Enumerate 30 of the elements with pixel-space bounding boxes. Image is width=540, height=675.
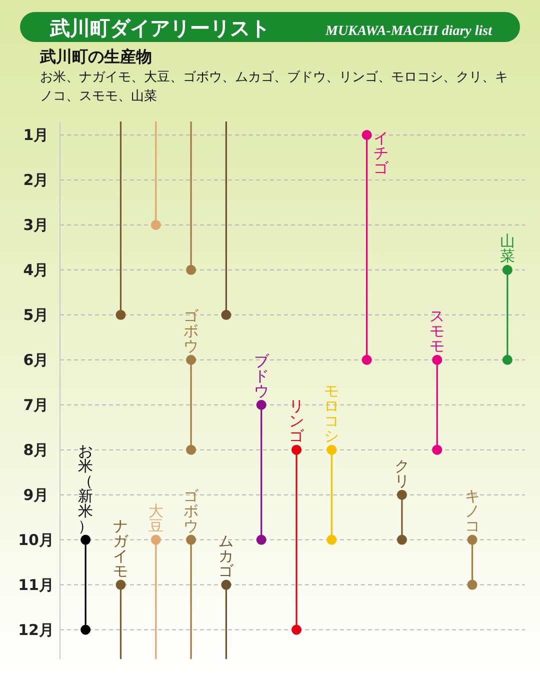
y-tick-label: 8月 (23, 440, 49, 459)
y-tick-label: 10月 (18, 530, 54, 549)
y-tick-label: 5月 (23, 306, 49, 324)
chart-subtitle: MUKAWA-MACHI diary list (324, 24, 494, 39)
y-tick-label: 4月 (23, 260, 49, 279)
y-tick-label: 7月 (23, 396, 49, 414)
y-tick-label: 12月 (18, 620, 54, 639)
x-tick-label: ブドウ (254, 352, 270, 400)
x-tick-label: 山菜 (500, 232, 515, 265)
x-tick-label: キノコ (464, 486, 480, 535)
y-tick-label: 6月 (23, 350, 49, 369)
category-label: ゴボウ (184, 306, 199, 355)
y-tick-label: 3月 (23, 216, 49, 234)
chart-title: 武川町ダイアリーリスト (49, 16, 270, 40)
x-tick-label: 大豆 (148, 502, 164, 535)
x-tick-label: スモモ (430, 306, 445, 355)
y-tick-label: 9月 (23, 486, 49, 504)
x-tick-label: お米（新米） (78, 442, 94, 535)
text: お米、ナガイモ、大豆、ゴボウ、ムカゴ、ブドウ、リンゴ、モロコシ、クリ、キノコ、スモモ、山菜 (40, 69, 509, 106)
y-tick-label: 11月 (18, 576, 54, 594)
text: 武川町の生産物 (40, 46, 153, 68)
x-tick-label: ムカゴ (218, 532, 235, 580)
y-tick-label: 1月 (23, 126, 49, 144)
x-tick-label: イチゴ (373, 128, 390, 177)
x-tick-label: ゴボウ (184, 486, 200, 535)
y-tick-label: 2月 (23, 170, 49, 189)
x-tick-label: リンゴ (289, 396, 305, 445)
x-tick-label: クリ (394, 456, 410, 490)
x-tick-label: ナガイモ (113, 516, 130, 580)
x-tick-label: モロコシ (324, 382, 340, 445)
